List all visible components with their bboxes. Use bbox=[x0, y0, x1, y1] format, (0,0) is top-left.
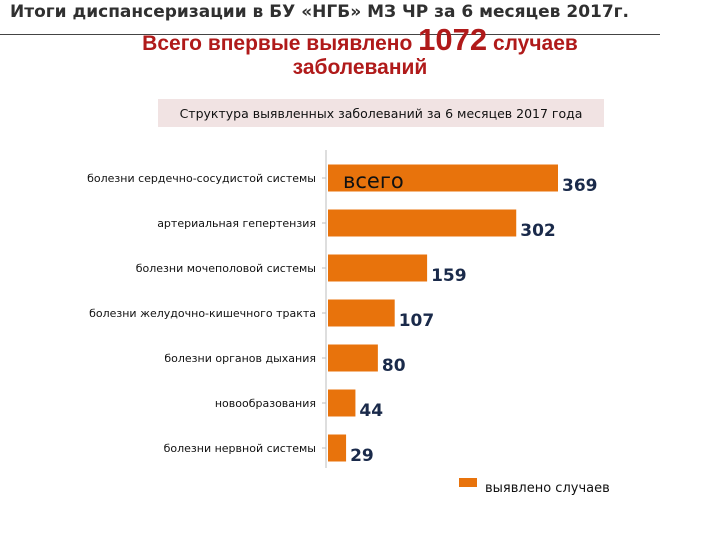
category-label: болезни органов дыхания bbox=[164, 352, 316, 365]
bar bbox=[328, 389, 356, 417]
data-label: 302 bbox=[520, 221, 556, 241]
page-title: Итоги диспансеризации в БУ «НГБ» МЗ ЧР з… bbox=[10, 2, 630, 22]
headline-number: 1072 bbox=[418, 22, 488, 57]
headline-prefix: Всего впервые выявлено bbox=[142, 32, 413, 55]
category-label: болезни желудочно-кишечного тракта bbox=[89, 307, 316, 320]
bar bbox=[328, 344, 378, 372]
data-label: 29 bbox=[350, 446, 374, 466]
title-divider bbox=[0, 34, 660, 35]
data-label: 369 bbox=[562, 176, 598, 196]
headline-total: Всего впервые выявлено 1072 случаев bbox=[0, 22, 720, 58]
category-label: артериальная гепертензия bbox=[157, 217, 316, 230]
legend-swatch bbox=[459, 478, 477, 487]
bar bbox=[328, 299, 395, 327]
category-label: новообразования bbox=[215, 397, 316, 410]
category-label: болезни нервной системы bbox=[164, 442, 316, 455]
category-label: болезни мочеполовой системы bbox=[136, 262, 316, 275]
bar bbox=[328, 164, 558, 192]
bar bbox=[328, 254, 428, 282]
chart-title: Структура выявленных заболеваний за 6 ме… bbox=[179, 105, 583, 121]
legend-label: выявлено случаев bbox=[485, 481, 610, 496]
data-label: 80 bbox=[382, 356, 406, 376]
category-label: болезни сердечно-сосудистой системы bbox=[87, 172, 316, 185]
data-label: 107 bbox=[399, 311, 435, 331]
bar bbox=[328, 434, 347, 462]
headline-suffix: случаев bbox=[492, 32, 578, 55]
bar bbox=[328, 209, 517, 237]
total-annotation: всего bbox=[343, 169, 404, 193]
headline-line2: заболеваний bbox=[292, 56, 428, 79]
data-label: 159 bbox=[431, 266, 467, 286]
chart-title-box: Структура выявленных заболеваний за 6 ме… bbox=[158, 99, 604, 127]
data-label: 44 bbox=[359, 401, 383, 421]
